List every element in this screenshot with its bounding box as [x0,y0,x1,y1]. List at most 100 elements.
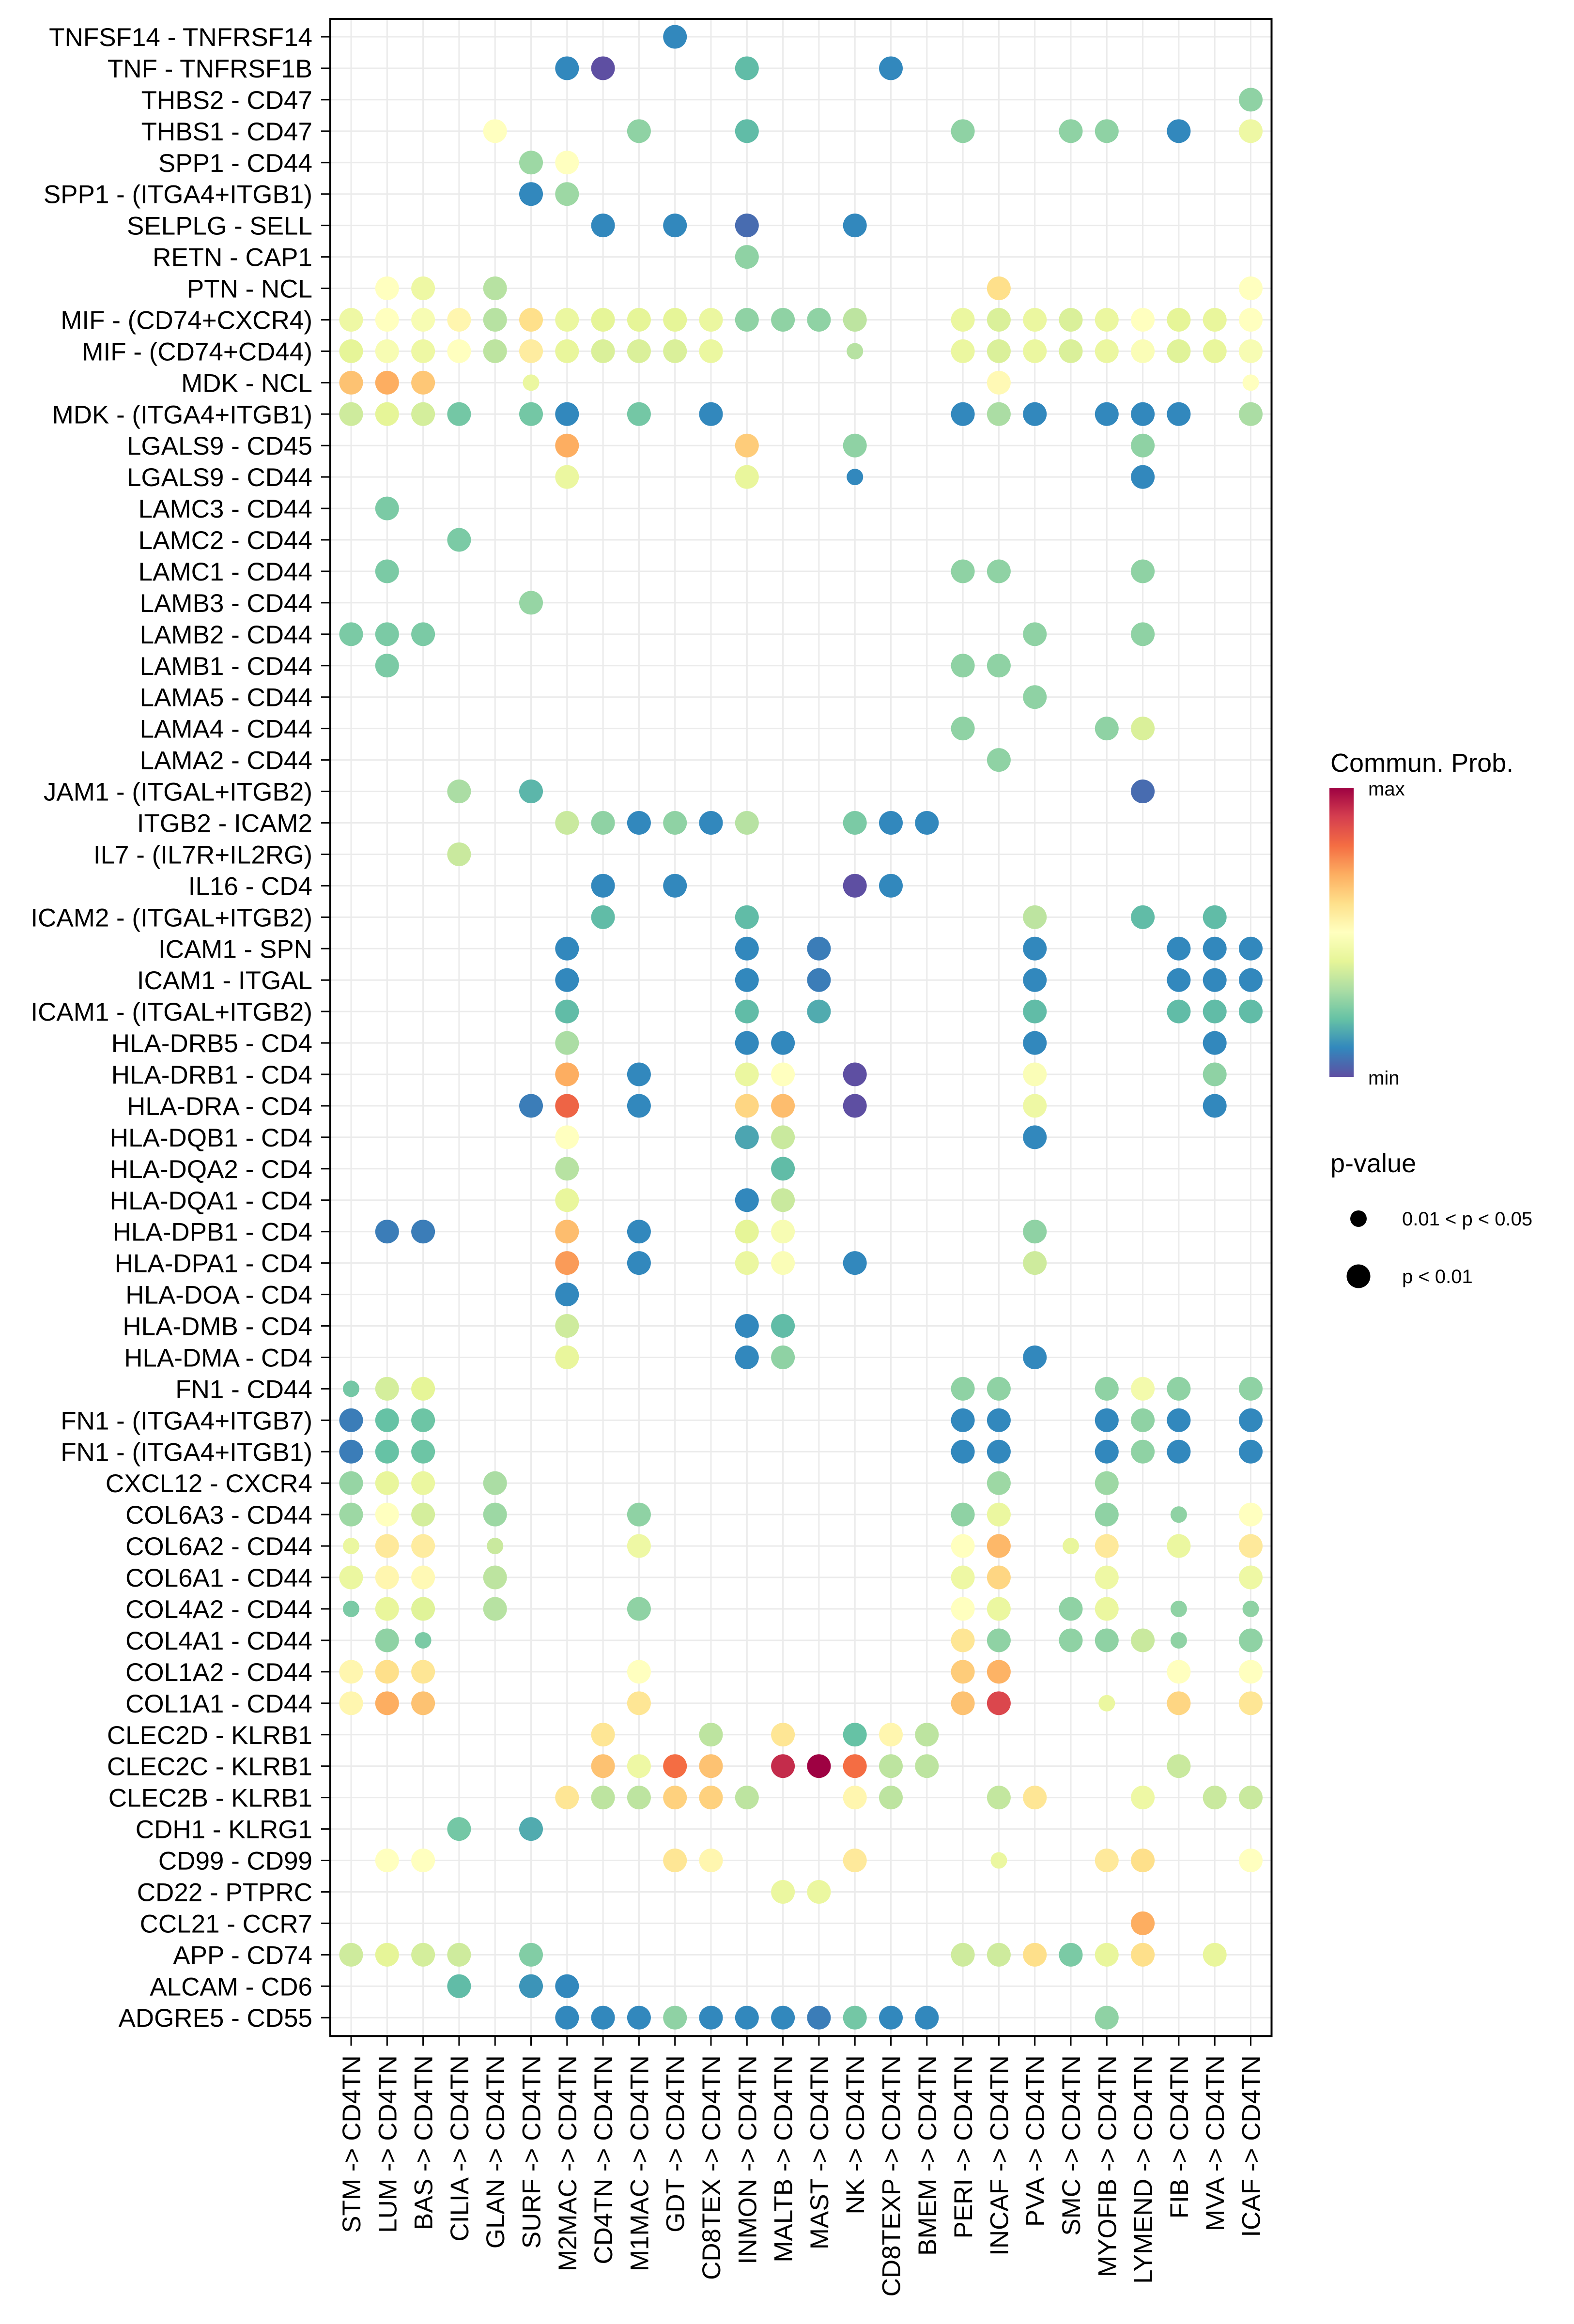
data-point [627,1691,651,1715]
data-point [411,1942,435,1967]
data-point [339,370,363,395]
data-point [339,1565,363,1590]
data-point [735,1786,759,1810]
data-point [987,1408,1011,1432]
data-point [1239,1439,1263,1464]
data-point [699,1754,723,1778]
data-point [591,56,615,80]
data-point [555,151,579,175]
data-point [699,1849,723,1873]
y-tick-label: COL6A1 - CD44 [125,1564,312,1592]
data-point [555,56,579,80]
data-point [1023,936,1047,961]
data-point [735,433,759,458]
data-point [699,1786,723,1810]
data-point [487,1538,504,1555]
data-point [1167,1439,1191,1464]
data-point [951,1376,975,1401]
x-tick-label: NK -> CD4TN [841,2055,870,2214]
data-point [771,1220,795,1244]
data-point [447,780,471,804]
y-tick-label: ADGRE5 - CD55 [118,2004,312,2033]
data-point [555,1157,579,1181]
data-point [1239,1691,1263,1715]
x-tick-label: CD8TEXP -> CD4TN [878,2055,906,2296]
x-tick-label: SURF -> CD4TN [518,2055,546,2248]
data-point [555,182,579,206]
data-point [1059,1942,1083,1967]
data-point [987,276,1011,301]
data-point [843,2005,867,2030]
data-point [951,1660,975,1684]
data-point [1167,936,1191,961]
data-point [1059,1628,1083,1652]
data-point [987,1691,1011,1715]
data-point [807,1754,831,1778]
data-point [735,119,759,143]
x-tick-label: MYOFIB -> CD4TN [1093,2055,1122,2277]
data-point [987,1471,1011,1495]
data-point [591,214,615,238]
size-legend-label-small: 0.01 < p < 0.05 [1402,1208,1532,1230]
data-point [915,2005,939,2030]
data-point [807,2005,831,2030]
data-point [879,2005,903,2030]
data-point [447,339,471,363]
data-point [375,654,399,678]
data-point [1242,374,1259,391]
y-tick-label: LAMB2 - CD44 [140,621,312,649]
data-point [411,1597,435,1621]
data-point [1023,905,1047,929]
y-tick-label: LAMA2 - CD44 [140,747,312,775]
y-tick-label: HLA-DQB1 - CD4 [110,1124,312,1152]
y-tick-label: TNFSF14 - TNFRSF14 [49,23,312,52]
data-point [663,811,687,835]
data-point [447,1817,471,1841]
data-point [555,1094,579,1118]
x-tick-label: GDT -> CD4TN [662,2055,690,2232]
data-point [339,1660,363,1684]
data-point [1023,1220,1047,1244]
data-point [1203,905,1227,929]
data-point [591,339,615,363]
size-legend-label-large: p < 0.01 [1402,1266,1473,1287]
y-tick-label: MDK - NCL [181,369,312,398]
data-point [519,182,543,206]
data-point [375,1471,399,1495]
data-point [519,1942,543,1967]
data-point [339,1439,363,1464]
data-point [1239,402,1263,426]
data-point [735,905,759,929]
data-point [699,1723,723,1747]
data-point [807,936,831,961]
data-point [519,591,543,615]
data-point [1095,1628,1119,1652]
data-point [1095,1439,1119,1464]
y-tick-label: HLA-DPA1 - CD4 [115,1250,312,1278]
data-point [1095,1942,1119,1967]
data-point [699,339,723,363]
data-point [339,307,363,332]
data-point [591,811,615,835]
data-point [1167,1660,1191,1684]
color-legend: Commun. Prob. max min [1329,749,1513,1089]
data-point [339,622,363,646]
x-tick-label: GLAN -> CD4TN [481,2055,510,2248]
y-tick-label: CXCL12 - CXCR4 [106,1469,312,1498]
y-tick-label: COL1A2 - CD44 [125,1658,312,1687]
data-point [843,433,867,458]
data-point [523,374,540,391]
x-tick-label: CD4TN -> CD4TN [589,2055,618,2264]
data-point [663,873,687,898]
data-point [411,1376,435,1401]
data-point [735,307,759,332]
size-legend-title: p-value [1330,1149,1416,1178]
data-point [375,307,399,332]
data-point [1023,402,1047,426]
y-tick-label: HLA-DRA - CD4 [127,1092,312,1121]
data-point [879,1786,903,1810]
data-point [1203,1062,1227,1086]
data-point [339,1691,363,1715]
data-point [1059,1597,1083,1621]
y-tick-label: COL4A1 - CD44 [125,1627,312,1655]
